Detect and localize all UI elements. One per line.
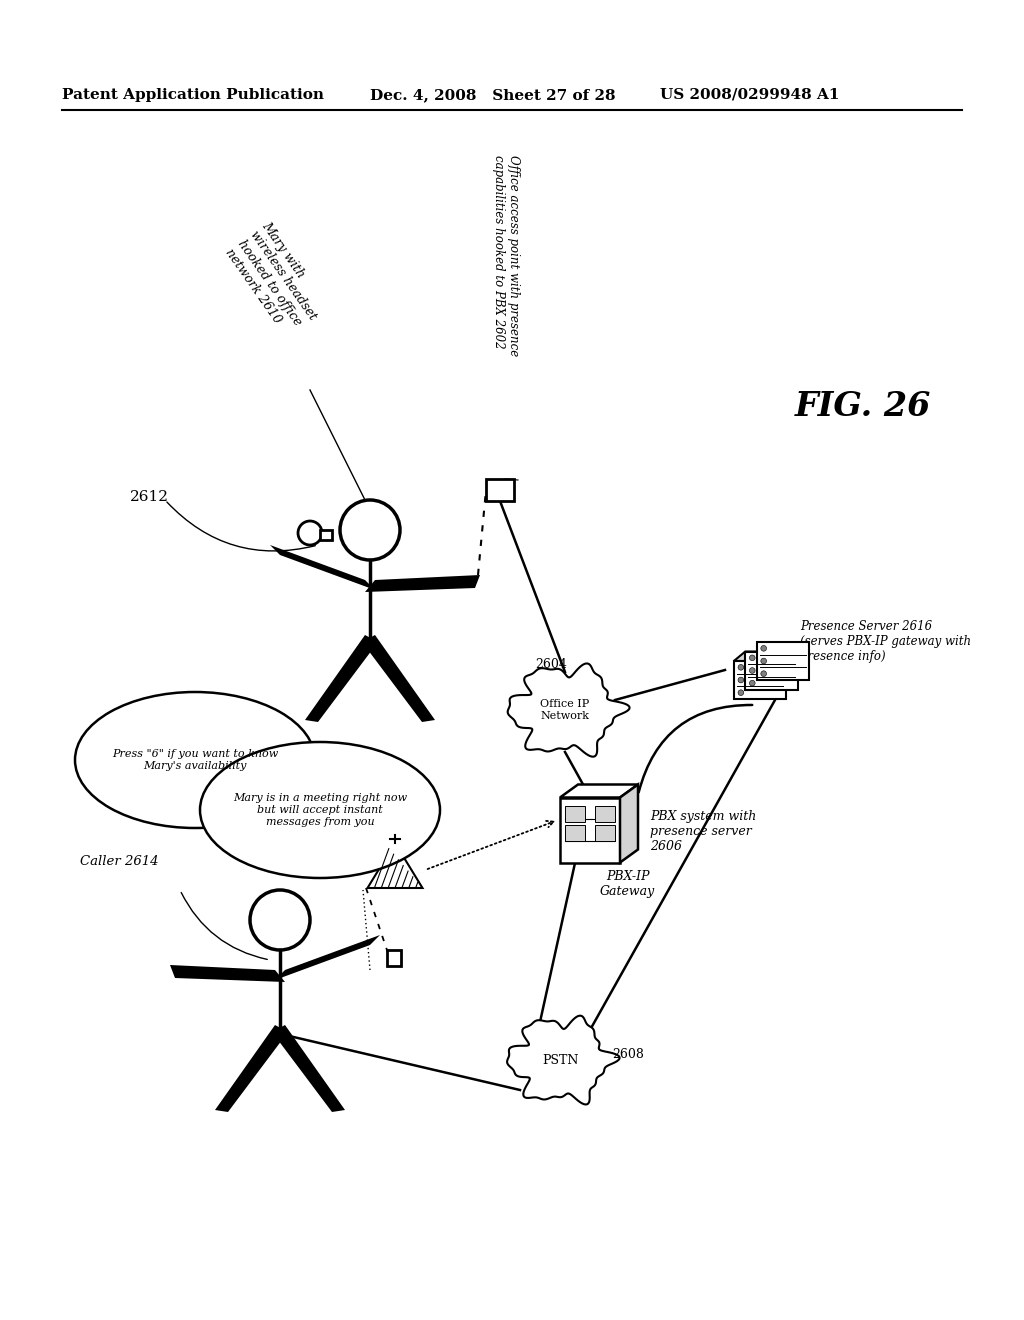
- Bar: [595, 825, 615, 841]
- Polygon shape: [368, 843, 423, 888]
- Circle shape: [738, 677, 743, 682]
- Bar: [486, 479, 514, 502]
- Text: Mary is in a meeting right now
but will accept instant
messages from you: Mary is in a meeting right now but will …: [232, 793, 408, 826]
- Bar: [734, 661, 786, 700]
- Text: Office access point with presence
capabilities hooked to PBX 2602: Office access point with presence capabi…: [492, 154, 520, 356]
- Circle shape: [738, 664, 743, 671]
- Polygon shape: [620, 784, 638, 862]
- Bar: [565, 805, 585, 822]
- Bar: [560, 797, 620, 862]
- Text: Patent Application Publication: Patent Application Publication: [62, 88, 324, 102]
- Text: PBX-IP
Gateway: PBX-IP Gateway: [600, 870, 655, 898]
- Text: 2612: 2612: [130, 490, 169, 504]
- Text: 2604: 2604: [535, 657, 567, 671]
- Polygon shape: [362, 635, 435, 722]
- Polygon shape: [508, 664, 630, 756]
- Circle shape: [750, 680, 755, 686]
- Polygon shape: [275, 935, 380, 979]
- Bar: [745, 652, 798, 689]
- Polygon shape: [734, 652, 798, 661]
- Polygon shape: [170, 965, 285, 982]
- Polygon shape: [507, 1015, 620, 1105]
- Circle shape: [761, 659, 767, 664]
- Text: Press "6" if you want to know
Mary's availability: Press "6" if you want to know Mary's ava…: [112, 750, 279, 771]
- Polygon shape: [365, 576, 480, 591]
- Bar: [595, 805, 615, 822]
- Ellipse shape: [200, 742, 440, 878]
- Text: Office IP
Network: Office IP Network: [541, 700, 590, 721]
- Bar: [387, 950, 401, 966]
- Circle shape: [750, 668, 755, 673]
- Text: Dec. 4, 2008   Sheet 27 of 28: Dec. 4, 2008 Sheet 27 of 28: [370, 88, 615, 102]
- Circle shape: [761, 645, 767, 651]
- Text: Caller 2614: Caller 2614: [80, 855, 159, 869]
- Text: US 2008/0299948 A1: US 2008/0299948 A1: [660, 88, 840, 102]
- Circle shape: [761, 671, 767, 677]
- Bar: [565, 825, 585, 841]
- Text: Presence Server 2616
(serves PBX-IP gateway with
presence info): Presence Server 2616 (serves PBX-IP gate…: [800, 620, 971, 663]
- Circle shape: [738, 690, 743, 696]
- Ellipse shape: [75, 692, 315, 828]
- Text: PSTN: PSTN: [542, 1053, 579, 1067]
- Text: Mary with
wireless headset
hooked to office
network 2610: Mary with wireless headset hooked to off…: [222, 220, 331, 341]
- Circle shape: [750, 655, 755, 661]
- Text: 2608: 2608: [612, 1048, 644, 1061]
- Polygon shape: [215, 1026, 288, 1111]
- Polygon shape: [270, 545, 375, 590]
- Polygon shape: [272, 1026, 345, 1111]
- Text: FIG. 26: FIG. 26: [795, 389, 932, 422]
- Bar: [319, 531, 332, 540]
- Polygon shape: [560, 784, 638, 797]
- Text: PBX system with
presence server
2606: PBX system with presence server 2606: [650, 810, 757, 853]
- Bar: [757, 642, 809, 680]
- Polygon shape: [305, 635, 378, 722]
